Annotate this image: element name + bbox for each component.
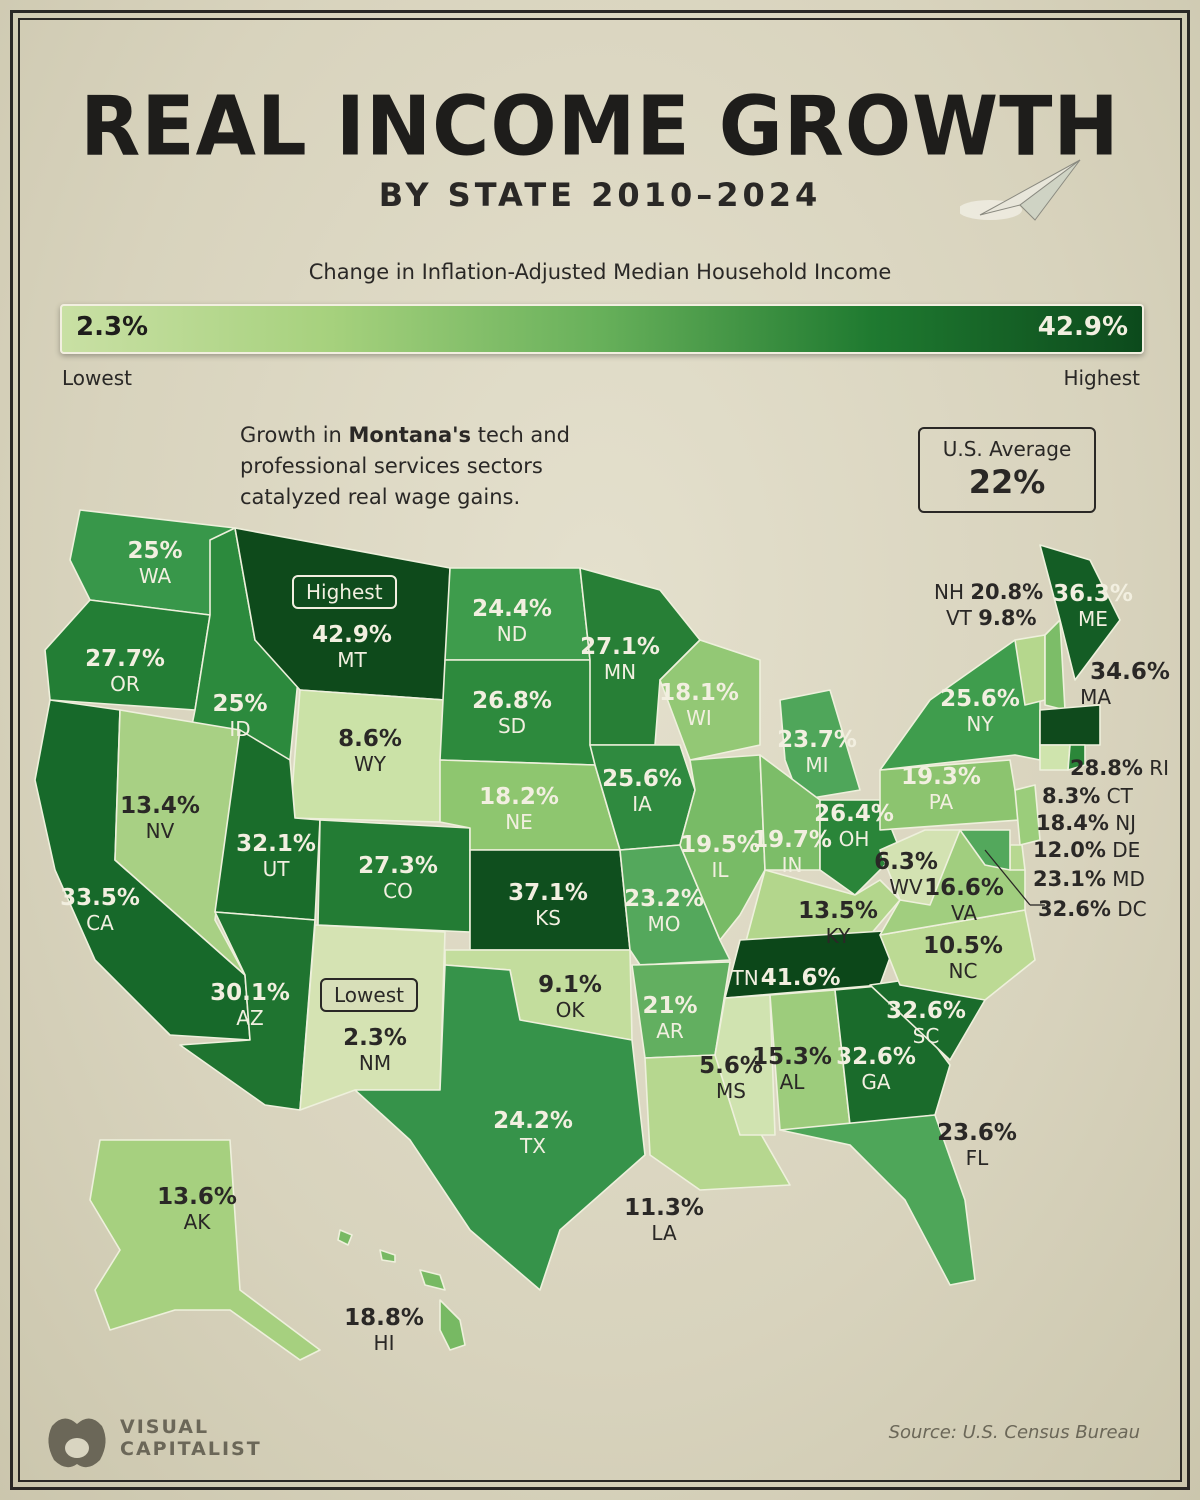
- source-note: Source: U.S. Census Bureau: [888, 1422, 1140, 1443]
- state-DE: [1009, 844, 1026, 871]
- state-TX: [354, 964, 646, 1291]
- state-MN: [579, 567, 701, 746]
- label-IA: 25.6% IA: [602, 766, 682, 816]
- label-CO: 27.3% CO: [358, 853, 438, 903]
- label-MA: 34.6% MA: [1080, 659, 1170, 709]
- state-AK: [89, 1139, 321, 1361]
- legend-title: Change in Inflation-Adjusted Median Hous…: [308, 260, 892, 284]
- label-OH: 26.4% OH: [814, 801, 894, 851]
- state-ME: [1039, 544, 1121, 681]
- label-MS: 5.6% MS: [699, 1053, 763, 1103]
- color-scale-bar: 2.3% 42.9%: [60, 304, 1144, 354]
- label-AZ: 30.1% AZ: [210, 980, 290, 1030]
- dc-leader-line: [984, 849, 1031, 906]
- label-KS: 37.1% KS: [508, 880, 588, 930]
- state-FL: [779, 1114, 976, 1286]
- us-average-label: U.S. Average: [942, 437, 1072, 461]
- label-NV: 13.4% NV: [120, 793, 200, 843]
- label-NM: 2.3% NM: [343, 1025, 407, 1075]
- label-VT: VT 9.8%: [946, 606, 1037, 630]
- label-HI: 18.8% HI: [344, 1305, 424, 1355]
- state-WI: [659, 639, 761, 761]
- label-SD: 26.8% SD: [472, 688, 552, 738]
- label-UT: 32.1% UT: [236, 831, 316, 881]
- legend-highest-label: Highest: [1063, 366, 1140, 390]
- label-TN: TN41.6%: [731, 965, 841, 991]
- label-NY: 25.6% NY: [940, 686, 1020, 736]
- label-OK: 9.1% OK: [538, 972, 602, 1022]
- label-CA: 33.5% CA: [60, 885, 140, 935]
- label-WA: 25% WA: [127, 538, 183, 588]
- label-FL: 23.6% FL: [937, 1120, 1017, 1170]
- state-MS: [714, 994, 776, 1136]
- label-MN: 27.1% MN: [580, 634, 660, 684]
- label-NJ: 18.4% NJ: [1036, 811, 1137, 835]
- label-IL: 19.5% IL: [680, 832, 760, 882]
- page-subtitle: BY STATE 2010–2024: [378, 176, 822, 214]
- label-AR: 21% AR: [642, 993, 698, 1043]
- label-AL: 15.3% AL: [752, 1044, 832, 1094]
- state-OR: [44, 599, 211, 711]
- label-OR: 27.7% OR: [85, 646, 165, 696]
- label-AK: 13.6% AK: [157, 1184, 237, 1234]
- state-HI: [439, 1299, 466, 1351]
- inner-frame: [18, 18, 1182, 1482]
- label-ME: 36.3% ME: [1053, 581, 1133, 631]
- us-average-value: 22%: [968, 463, 1046, 501]
- label-MI: 23.7% MI: [777, 727, 857, 777]
- label-WY: 8.6% WY: [338, 726, 402, 776]
- state-CT: [1039, 744, 1071, 771]
- label-WV: 6.3% WV: [874, 849, 938, 899]
- legend-max-value: 42.9%: [1037, 312, 1128, 342]
- page-title: REAL INCOME GROWTH: [80, 79, 1120, 175]
- state-NH: [1044, 619, 1066, 711]
- label-IN: 19.7% IN: [752, 827, 832, 877]
- label-VA: 16.6% VA: [924, 875, 1004, 925]
- label-RI: 28.8% RI: [1070, 756, 1170, 780]
- label-DC: 32.6% DC: [1038, 897, 1147, 921]
- label-CT: 8.3% CT: [1042, 784, 1133, 808]
- state-NM: [299, 924, 446, 1111]
- state-NV: [114, 709, 246, 976]
- label-LA: 11.3% LA: [624, 1195, 704, 1245]
- legend-min-value: 2.3%: [76, 312, 149, 342]
- logo-mark-icon: [48, 1418, 106, 1468]
- legend-lowest-label: Lowest: [62, 366, 132, 390]
- label-PA: 19.3% PA: [901, 764, 981, 814]
- highest-tag: Highest: [292, 575, 397, 609]
- label-DE: 12.0% DE: [1033, 838, 1141, 862]
- logo-text-line1: VISUAL: [120, 1416, 210, 1438]
- lowest-tag: Lowest: [320, 978, 418, 1012]
- montana-annotation: Growth in Montana's tech and professiona…: [240, 423, 570, 509]
- paper-plane-money-icon: [960, 159, 1081, 221]
- label-ND: 24.4% ND: [472, 596, 552, 646]
- state-MA: [1039, 704, 1101, 746]
- visual-capitalist-logo: VISUAL CAPITALIST: [44, 1412, 274, 1472]
- label-ID: 25% ID: [212, 691, 268, 741]
- label-SC: 32.6% SC: [886, 998, 966, 1048]
- label-WI: 18.1% WI: [659, 680, 739, 730]
- outer-frame: [10, 10, 1190, 1490]
- label-NC: 10.5% NC: [923, 933, 1003, 983]
- montana-bold: Montana's: [348, 423, 472, 447]
- state-NJ: [1014, 784, 1041, 846]
- label-NE: 18.2% NE: [479, 784, 559, 834]
- logo-text-line2: CAPITALIST: [120, 1438, 262, 1460]
- us-average-box: U.S. Average 22%: [918, 427, 1096, 513]
- state-RI: [1067, 744, 1086, 771]
- label-MD: 23.1% MD: [1033, 867, 1145, 891]
- label-GA: 32.6% GA: [836, 1044, 916, 1094]
- state-WV: [879, 829, 961, 906]
- label-KY: 13.5% KY: [798, 898, 878, 948]
- state-MI: [779, 689, 861, 801]
- label-NH: NH 20.8%: [934, 580, 1044, 604]
- label-TX: 24.2% TX: [493, 1108, 573, 1158]
- label-MO: 23.2% MO: [624, 886, 704, 936]
- label-MT: 42.9% MT: [312, 622, 392, 672]
